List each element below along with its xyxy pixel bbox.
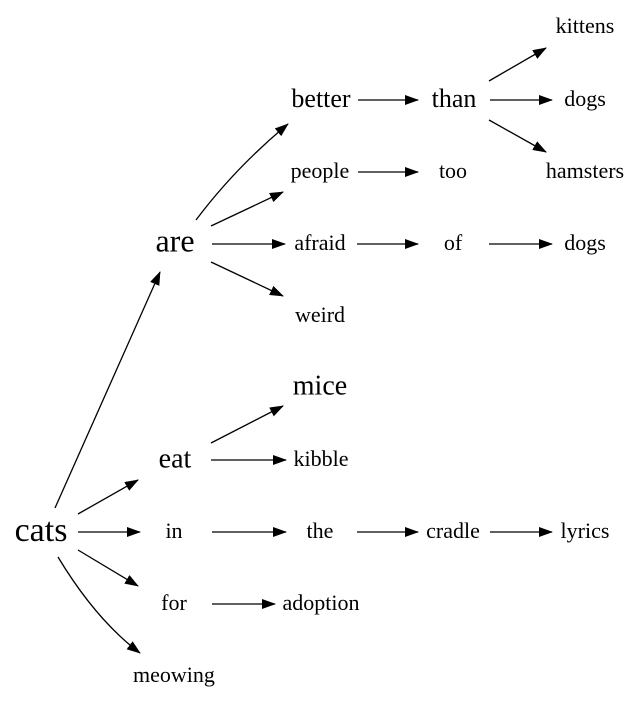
edge-are-people [210, 191, 284, 227]
edge-are-better [195, 123, 289, 221]
node-adoption: adoption [283, 590, 360, 615]
node-cradle: cradle [426, 518, 480, 543]
edges-layer [54, 47, 553, 654]
node-dogs-after-of: dogs [564, 230, 606, 255]
node-are: are [155, 222, 194, 258]
edge-than-kittens [488, 47, 547, 82]
edge-than-hamsters [488, 119, 547, 153]
node-for: for [161, 590, 187, 615]
node-lyrics: lyrics [561, 518, 610, 543]
node-in: in [165, 518, 182, 543]
node-hamsters: hamsters [546, 158, 624, 183]
node-better: better [291, 84, 351, 113]
edge-cats-for [77, 549, 139, 587]
node-mice: mice [293, 370, 347, 401]
edge-are-weird [210, 261, 284, 297]
edge-eat-mice [210, 405, 284, 444]
edge-cats-meowing [57, 556, 141, 654]
node-of: of [444, 230, 463, 255]
node-than: than [432, 84, 477, 113]
nodes-layer: cats are better than kittens dogs hamste… [15, 13, 625, 687]
node-kibble: kibble [294, 446, 349, 471]
node-cats: cats [15, 512, 68, 549]
node-the: the [307, 518, 334, 543]
edge-cats-eat [77, 479, 139, 515]
node-too: too [439, 158, 467, 183]
node-weird: weird [295, 302, 345, 327]
node-dogs-after-than: dogs [564, 86, 606, 111]
node-eat: eat [159, 443, 192, 474]
node-kittens: kittens [556, 13, 615, 38]
edge-cats-are [54, 271, 161, 509]
node-meowing: meowing [133, 662, 215, 687]
node-people: people [291, 158, 350, 183]
node-afraid: afraid [294, 230, 345, 255]
